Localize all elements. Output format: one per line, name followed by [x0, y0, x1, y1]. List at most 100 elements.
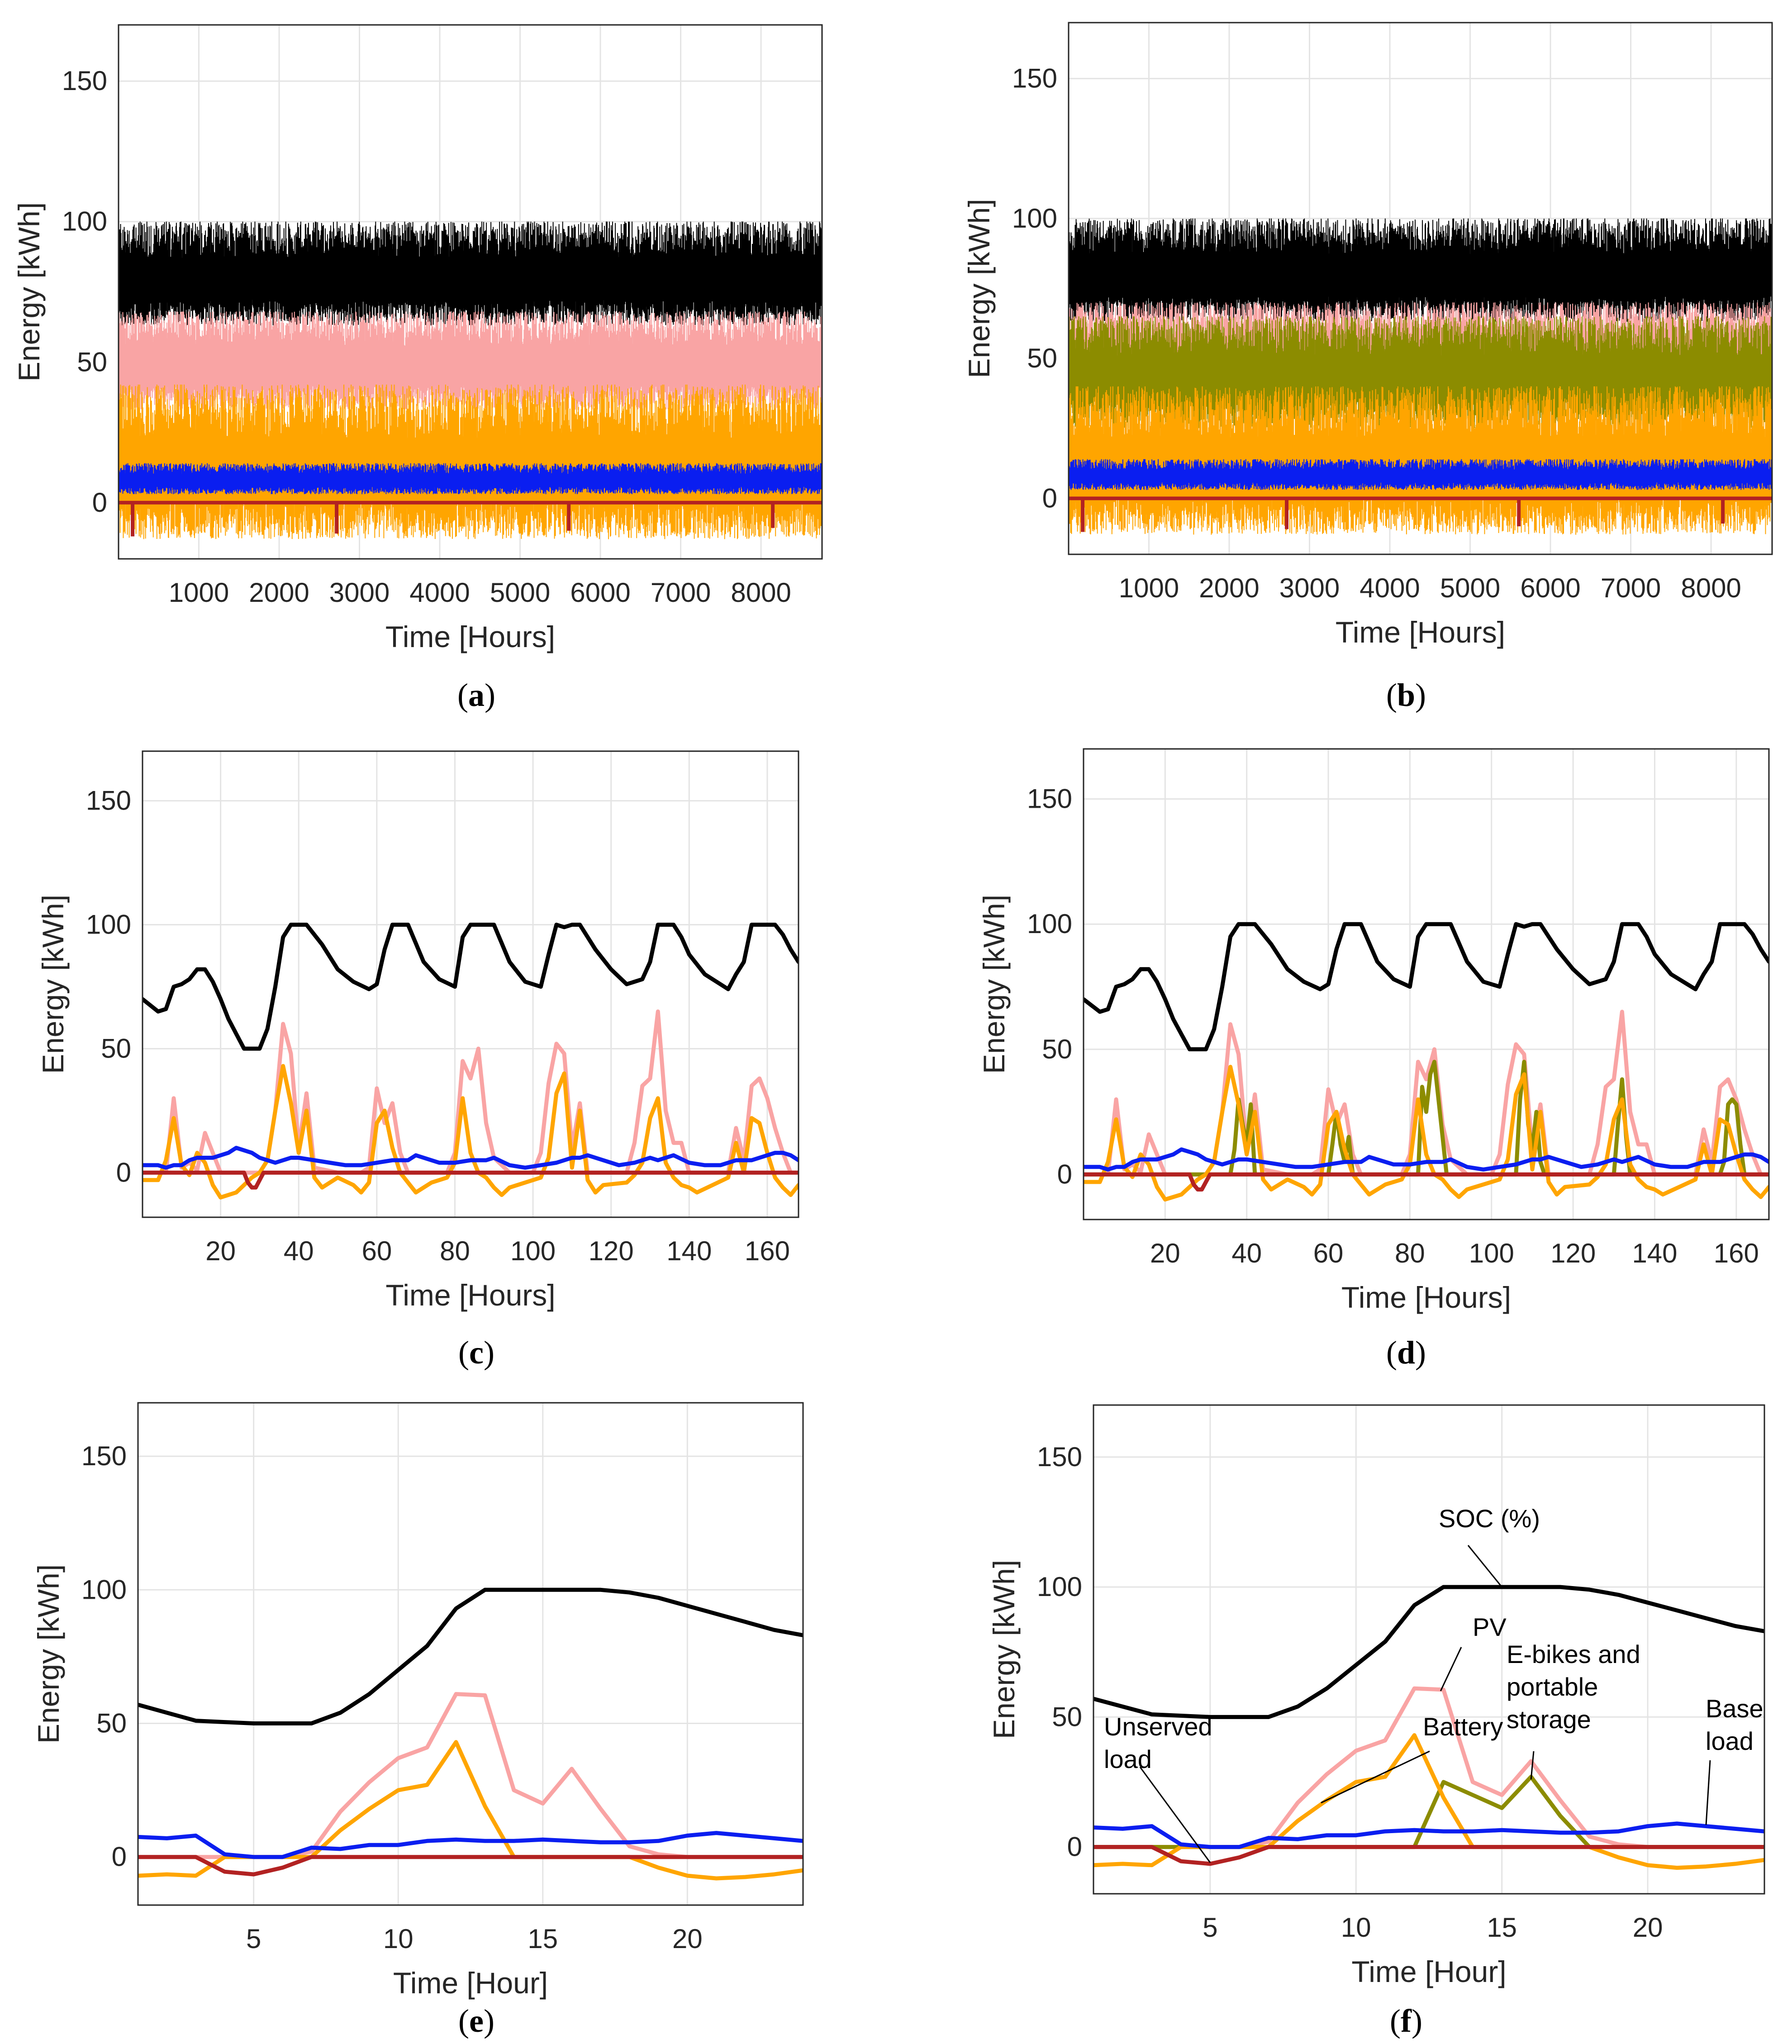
y-tick-label: 0 — [1067, 1832, 1082, 1862]
y-axis-label: Energy [kWh] — [32, 1564, 65, 1744]
x-tick-label: 6000 — [570, 577, 630, 608]
series-soc — [138, 1587, 803, 1725]
series-group — [1069, 218, 1772, 535]
y-axis-label: Energy [kWh] — [962, 199, 996, 378]
y-tick-label: 100 — [1012, 203, 1057, 233]
axes-frame — [118, 24, 823, 560]
x-tick-label: 10 — [383, 1924, 414, 1954]
y-tick-label: 50 — [101, 1033, 131, 1063]
x-tick-label: 15 — [1487, 1912, 1517, 1943]
series-battery — [1084, 1065, 1769, 1202]
x-tick-label: 15 — [528, 1924, 558, 1954]
x-tick-label: 20 — [672, 1924, 703, 1954]
x-tick-label: 140 — [666, 1236, 712, 1266]
x-tick-label: 10 — [1341, 1912, 1371, 1943]
x-tick-label: 3000 — [329, 577, 390, 608]
series-unserved-load — [1084, 1172, 1769, 1192]
axes-frame — [1068, 22, 1773, 555]
series-base-load — [1093, 1821, 1764, 1849]
annotation-leader — [1139, 1767, 1211, 1863]
x-tick-label: 7000 — [1601, 573, 1661, 603]
panel-f: 5 10 15 20 0 50 100 150 Time [Hour] Energy [kWh] S… — [941, 1385, 1792, 2009]
panel-b: 1000 2000 3000 4000 5000 6000 7000 8000 0 50 100 15… — [941, 0, 1792, 670]
panel-a: 1000 2000 3000 4000 5000 6000 7000 8000 0 50 100 15… — [0, 0, 860, 670]
x-tick-label: 1000 — [169, 577, 229, 608]
x-tick-label: 160 — [1714, 1238, 1759, 1268]
x-tick-label: 120 — [589, 1236, 634, 1266]
x-tick-label: 1000 — [1119, 573, 1179, 603]
x-tick-label: 7000 — [651, 577, 711, 608]
x-tick-label: 120 — [1550, 1238, 1596, 1268]
annotation-label: E-bikes and portable storage — [1507, 1640, 1640, 1734]
caption-c: (c) — [458, 1334, 494, 1371]
series-base-load — [143, 1146, 799, 1170]
plot-area — [138, 1403, 803, 1905]
y-tick-label: 150 — [62, 66, 107, 96]
plot-area — [1093, 1405, 1764, 1894]
axes-frame — [137, 1402, 804, 1906]
y-tick-label: 100 — [62, 206, 107, 237]
panel-d: 20 40 60 80 100 120 140 160 0 50 100 150 Time [Hours… — [941, 724, 1792, 1367]
x-tick-label: 20 — [1150, 1238, 1180, 1268]
panel-e: 5 10 15 20 0 50 100 150 Time [Hour] Energy [kWh] — [0, 1385, 860, 2009]
x-axis-label: Time [Hour] — [393, 1966, 548, 2000]
series-group — [119, 221, 822, 539]
caption-e: (e) — [458, 2003, 494, 2039]
x-axis-label: Time [Hour] — [1351, 1955, 1506, 1988]
series-e-bikes-and-portable-storage — [1093, 1775, 1764, 1849]
x-tick-label: 80 — [440, 1236, 470, 1266]
series-unserved-load — [138, 1855, 803, 1877]
series-group — [143, 923, 799, 1200]
series-group — [1093, 1585, 1764, 1870]
series-unserved-load — [1093, 1845, 1764, 1866]
y-tick-label: 150 — [1012, 63, 1057, 94]
y-tick-label: 50 — [1027, 343, 1057, 373]
chart-b: 1000 2000 3000 4000 5000 6000 7000 8000 0 50 100 15… — [962, 22, 1773, 649]
annotation-label: SOC (%) — [1439, 1504, 1540, 1533]
x-axis-label: Time [Hours] — [1341, 1281, 1511, 1314]
x-tick-label: 80 — [1395, 1238, 1425, 1268]
annotation-leader — [1467, 1545, 1502, 1588]
y-tick-label: 100 — [1037, 1572, 1082, 1602]
series-soc — [143, 923, 799, 1051]
x-tick-label: 60 — [1313, 1238, 1344, 1268]
x-tick-label: 4000 — [1359, 573, 1420, 603]
y-tick-label: 50 — [96, 1708, 127, 1739]
annotation-leader — [1530, 1751, 1535, 1780]
caption-d: (d) — [1386, 1334, 1426, 1371]
caption-a: (a) — [457, 677, 495, 713]
y-tick-label: 0 — [116, 1157, 131, 1187]
series-soc — [1084, 922, 1769, 1052]
y-tick-label: 0 — [1057, 1159, 1072, 1189]
x-tick-label: 160 — [745, 1236, 790, 1266]
y-axis-label: Energy [kWh] — [977, 895, 1011, 1074]
x-tick-label: 4000 — [409, 577, 470, 608]
y-tick-label: 50 — [1042, 1034, 1072, 1064]
chart-c: 20 40 60 80 100 120 140 160 0 50 100 150 Time [Hours… — [36, 750, 799, 1312]
chart-f: 5 10 15 20 0 50 100 150 Time [Hour] Energy [kWh] S… — [987, 1404, 1765, 1988]
y-axis-label: Energy [kWh] — [36, 895, 70, 1074]
y-tick-label: 150 — [81, 1441, 127, 1471]
annotation-leader — [1440, 1647, 1462, 1691]
x-tick-label: 5000 — [1440, 573, 1500, 603]
x-tick-label: 8000 — [1681, 573, 1741, 603]
y-tick-label: 150 — [1037, 1442, 1082, 1472]
annotation-label: Battery — [1423, 1712, 1503, 1741]
annotation-label: PV — [1473, 1613, 1507, 1641]
annotation-label: Unserved load — [1104, 1712, 1212, 1773]
x-tick-label: 140 — [1632, 1238, 1677, 1268]
y-axis-label: Energy [kWh] — [12, 202, 46, 381]
x-tick-label: 60 — [361, 1236, 392, 1266]
y-tick-label: 0 — [92, 487, 107, 518]
x-tick-label: 5000 — [490, 577, 550, 608]
annotation-leader — [1705, 1760, 1711, 1825]
y-tick-label: 150 — [86, 786, 131, 816]
x-axis-label: Time [Hours] — [385, 620, 555, 653]
chart-d: 20 40 60 80 100 120 140 160 0 50 100 150 Time [Hours… — [977, 748, 1770, 1314]
x-axis-label: Time [Hours] — [385, 1278, 555, 1312]
x-tick-label: 5 — [246, 1924, 261, 1954]
x-tick-label: 20 — [1633, 1912, 1663, 1943]
annotation-label: Base load — [1706, 1694, 1763, 1755]
x-tick-label: 40 — [1231, 1238, 1262, 1268]
caption-f: (f) — [1390, 2003, 1422, 2039]
